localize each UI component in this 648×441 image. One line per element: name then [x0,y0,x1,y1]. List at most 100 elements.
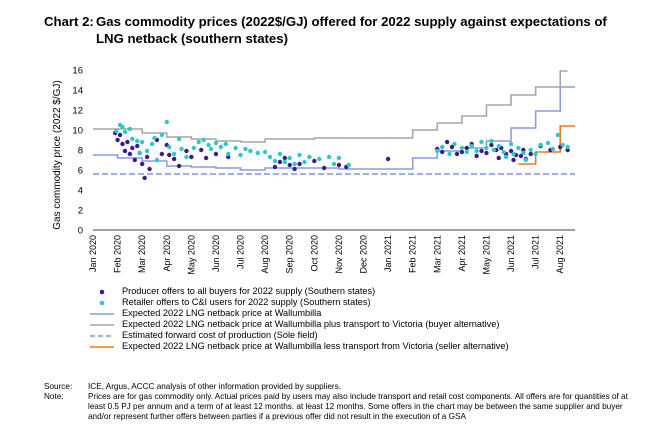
series-line-2 [93,86,575,171]
data-point-series-1 [139,139,145,145]
x-tick-label: Apr 2021 [457,235,467,272]
data-point-series-0 [120,141,125,147]
data-point-series-1 [122,129,128,135]
data-point-series-1 [496,143,501,149]
legend-label-plus-transport: Expected 2022 LNG netback price at Wallu… [122,319,500,329]
x-tick-label: Mar 2020 [137,235,147,273]
chart-title-text: Gas commodity prices (2022$/GJ) offered … [96,14,607,46]
data-point-series-1 [226,151,231,157]
x-tick-label: Nov 2020 [334,235,344,274]
legend-item-plus-transport: Expected 2022 LNG netback price at Wallu… [90,319,630,330]
data-point-series-0 [321,165,327,171]
data-point-series-1 [528,147,533,153]
data-point-series-0 [277,159,283,165]
x-tick-label: Aug 2020 [260,235,270,274]
data-point-series-1 [435,148,440,154]
notes: Source: ICE, Argus, ACCC analysis of oth… [44,382,644,422]
data-point-series-1 [307,154,312,160]
data-point-series-1 [208,146,214,152]
data-point-series-0 [508,148,514,154]
legend-item-production-cost: Estimated forward cost of production (So… [90,330,630,341]
data-point-series-0 [496,155,501,161]
data-point-series-0 [213,151,219,157]
data-point-series-1 [277,151,283,157]
data-point-series-1 [120,124,125,130]
data-point-series-0 [115,137,120,143]
data-point-series-0 [528,151,533,157]
data-point-series-0 [282,155,288,161]
data-point-series-1 [167,144,172,150]
data-point-series-1 [267,154,273,160]
x-tick-label: Feb 2020 [113,235,123,273]
data-point-series-1 [262,149,268,155]
source-row: Source: ICE, Argus, ACCC analysis of oth… [44,382,644,392]
data-point-series-1 [297,152,302,158]
data-point-series-0 [176,163,182,169]
legend-line-production-cost [90,335,114,337]
data-point-series-0 [171,156,177,162]
data-point-series-1 [255,150,260,156]
legend-line-less-transport [90,346,114,348]
y-tick-label: 2 [78,206,83,217]
data-point-series-1 [206,142,211,148]
x-tick-label: Apr 2020 [162,235,172,272]
data-point-series-0 [297,161,302,167]
data-point-series-0 [203,155,209,161]
data-point-series-1 [302,159,307,165]
data-point-series-1 [201,137,206,143]
source-text: ICE, Argus, ACCC analysis of other infor… [88,382,342,391]
data-point-series-1 [243,146,248,152]
data-point-series-1 [176,136,182,142]
data-point-series-1 [533,151,538,157]
data-point-series-0 [336,162,342,168]
x-tick-label: Jun 2021 [506,235,516,272]
data-point-series-0 [272,164,278,170]
data-point-series-1 [287,155,292,161]
data-point-series-1 [114,128,119,134]
legend-label-production-cost: Estimated forward cost of production (So… [122,330,318,340]
data-point-series-1 [479,139,484,145]
series-line-5 [518,125,575,165]
data-point-series-1 [135,138,140,144]
data-point-series-1 [159,132,165,138]
data-point-series-1 [516,145,521,151]
data-point-series-1 [152,135,157,141]
data-point-series-0 [459,149,465,155]
data-point-series-0 [117,132,123,138]
y-tick-label: 6 [78,166,83,177]
data-point-series-0 [385,156,391,162]
data-point-series-1 [238,152,243,158]
data-point-series-1 [218,144,224,150]
data-point-series-1 [326,154,332,160]
data-point-series-0 [518,153,524,159]
data-point-series-1 [191,145,197,151]
data-point-series-0 [444,139,450,145]
legend-label-less-transport: Expected 2022 LNG netback price at Wallu… [122,341,509,351]
data-point-series-1 [154,157,160,163]
data-point-series-1 [459,145,465,151]
data-point-series-1 [272,158,278,164]
y-tick-label: 8 [78,146,83,157]
data-point-series-0 [312,158,317,164]
data-point-series-1 [223,141,228,147]
y-axis-label: Gas commodity price (2022 $/GJ) [52,80,63,230]
data-point-series-1 [464,149,469,155]
data-point-series-1 [233,145,238,151]
data-point-series-0 [449,144,455,150]
legend-label-wallumbilla: Expected 2022 LNG netback price at Wallu… [122,308,322,318]
data-point-series-0 [142,175,147,181]
data-point-series-1 [565,144,570,150]
data-point-series-1 [440,144,445,150]
data-point-series-0 [130,145,135,151]
legend-marker-producer [99,289,105,295]
data-point-series-1 [137,150,142,156]
data-point-series-0 [454,151,460,157]
y-tick-label: 16 [72,66,83,77]
data-point-series-0 [189,154,194,160]
data-point-series-1 [452,141,457,147]
legend-line-wallumbilla [90,313,114,315]
legend-item-retailer: Retailer offers to C&I users for 2022 su… [90,297,630,308]
data-point-series-0 [440,149,445,155]
data-point-series-1 [538,142,543,148]
data-point-series-1 [491,147,497,153]
